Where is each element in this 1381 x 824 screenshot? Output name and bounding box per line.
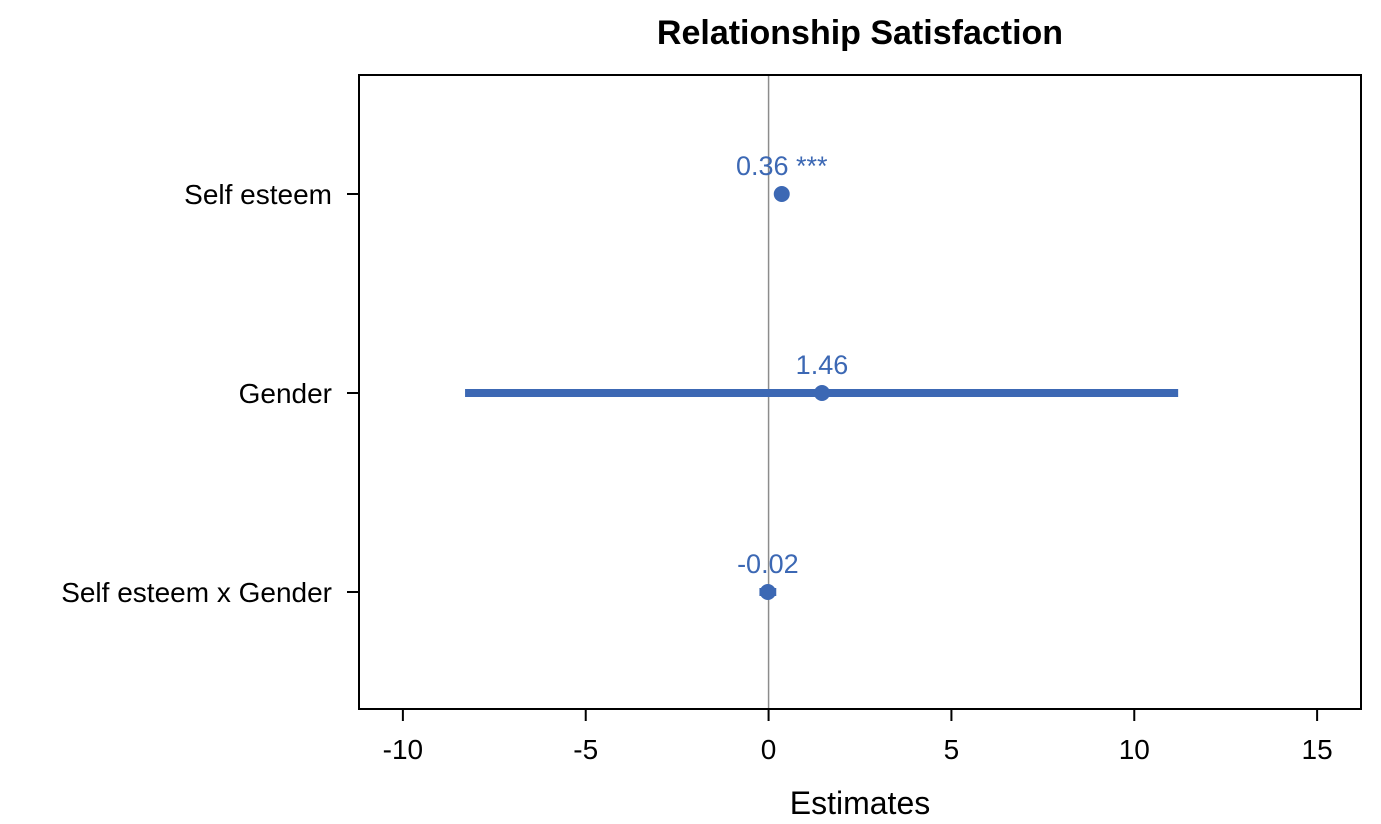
x-axis-label: Estimates (790, 785, 930, 821)
estimate-label: 0.36 *** (736, 151, 828, 181)
estimate-point (759, 584, 776, 600)
x-tick-label: 10 (1119, 734, 1150, 765)
x-tick-label: 15 (1302, 734, 1333, 765)
x-tick-label: 0 (761, 734, 777, 765)
x-tick-label: 5 (944, 734, 960, 765)
estimate-point (813, 385, 830, 401)
x-tick-label: -10 (383, 734, 423, 765)
estimate-point (773, 186, 790, 202)
y-axis: Self esteem Gender Self esteem x Gender (61, 179, 359, 608)
x-tick-label: -5 (573, 734, 598, 765)
estimate-label: -0.02 (737, 549, 799, 579)
y-tick-label: Gender (239, 378, 332, 409)
estimate-label: 1.46 (796, 350, 849, 380)
x-axis: -10 -5 0 5 10 15 (383, 709, 1333, 765)
y-tick-label: Self esteem (184, 179, 332, 210)
chart-title: Relationship Satisfaction (657, 14, 1063, 52)
y-tick-label: Self esteem x Gender (61, 577, 332, 608)
plot-layer: 0.36 *** 1.46 -0.02 (465, 75, 1179, 709)
